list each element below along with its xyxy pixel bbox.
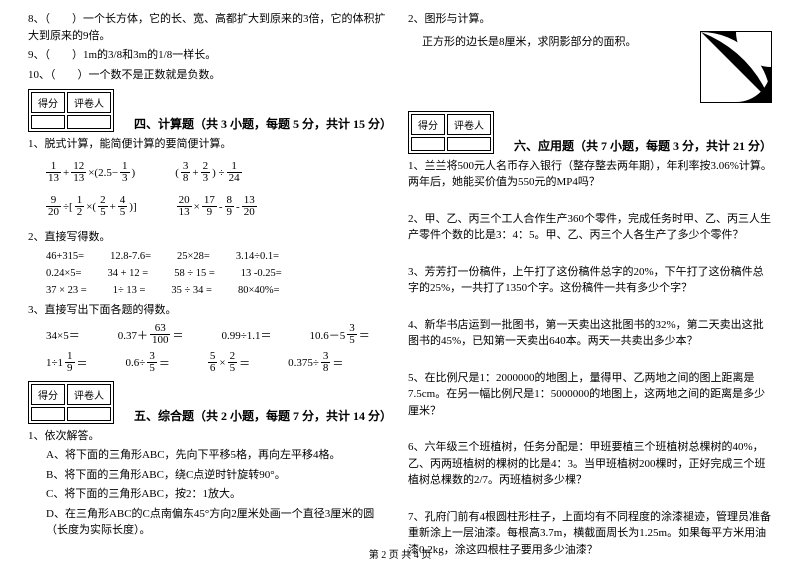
c2-1a: 46+315= xyxy=(46,251,84,262)
section-4-title: 四、计算题（共 3 小题，每题 5 分，共计 15 分） xyxy=(134,115,392,132)
score-label: 得分 xyxy=(411,114,445,135)
section-6-title: 六、应用题（共 7 小题，每题 3 分，共计 21 分） xyxy=(514,137,772,154)
expr-2: (38 + 23) ÷ 124 xyxy=(175,161,241,185)
section-6-header: 得分 评卷人 六、应用题（共 7 小题，每题 3 分，共计 21 分） xyxy=(408,111,772,154)
comp1-a: A、将下面的三角形ABC，先向下平移5格，再向左平移4格。 xyxy=(46,447,392,464)
calc1-title: 1、脱式计算，能简便计算的要简便计算。 xyxy=(28,136,392,153)
c2-3b: 1÷ 13 = xyxy=(113,285,146,296)
app-q5: 5、在比例尺是1：2000000的地图上，量得甲、乙两地之间的图上距离是7.5c… xyxy=(408,370,772,420)
calc2-r1: 46+315= 12.8-7.6= 25×28= 3.14÷0.1= xyxy=(46,251,392,262)
calc2-title: 2、直接写得数。 xyxy=(28,229,392,246)
c3-2: 0.37＋63100＝ xyxy=(118,323,184,347)
c3-5: 1÷119＝ xyxy=(46,351,88,375)
section-5-title: 五、综合题（共 2 小题，每题 7 分，共计 14 分） xyxy=(134,407,392,424)
r-q2-title: 2、图形与计算。 xyxy=(408,11,772,28)
calc2-r3: 37 × 23 = 1÷ 13 = 35 ÷ 34 = 80×40%= xyxy=(46,285,392,296)
section-4-header: 得分 评卷人 四、计算题（共 3 小题，每题 5 分，共计 15 分） xyxy=(28,89,392,132)
comp1-d: D、在三角形ABC的C点南偏东45°方向2厘米处画一个直径3厘米的圆（长度为实际… xyxy=(46,506,392,539)
score-box-5: 得分 评卷人 xyxy=(28,381,114,424)
question-9: 9、（ ）1m的3/8和3m的1/8一样长。 xyxy=(28,47,392,64)
c2-1b: 12.8-7.6= xyxy=(110,251,151,262)
score-label: 得分 xyxy=(31,384,65,405)
c3-4: 10.6－535＝ xyxy=(310,323,370,347)
section-5-header: 得分 评卷人 五、综合题（共 2 小题，每题 7 分，共计 14 分） xyxy=(28,381,392,424)
c2-2c: 58 ÷ 15 = xyxy=(174,268,215,279)
grader-label: 评卷人 xyxy=(447,114,491,135)
c3-6: 0.6÷35＝ xyxy=(126,351,170,375)
figure-block: 正方形的边长是8厘米，求阴影部分的面积。 xyxy=(422,31,772,103)
calc3-r1: 34×5＝ 0.37＋63100＝ 0.99÷1.1＝ 10.6－535＝ xyxy=(46,323,392,347)
calc2-r2: 0.24×5= 34 + 12 = 58 ÷ 15 = 13 -0.25= xyxy=(46,268,392,279)
c2-3a: 37 × 23 = xyxy=(46,285,87,296)
comp1-c: C、将下面的三角形ABC，按2：1放大。 xyxy=(46,486,392,503)
app-q2: 2、甲、乙、丙三个工人合作生产360个零件，完成任务时甲、乙、丙三人生产零件个数… xyxy=(408,211,772,244)
c3-7: 56×25＝ xyxy=(208,351,250,375)
shaded-figure xyxy=(700,31,772,103)
right-column: 2、图形与计算。 正方形的边长是8厘米，求阴影部分的面积。 得分 评卷人 六、应… xyxy=(400,8,780,545)
score-label: 得分 xyxy=(31,92,65,113)
app-q4: 4、新华书店运到一批图书，第一天卖出这批图书的32%，第二天卖出这批图书的45%… xyxy=(408,317,772,350)
comp1-title: 1、依次解答。 xyxy=(28,428,392,445)
grader-label: 评卷人 xyxy=(67,92,111,113)
expr-4: 2013×179-89-1320 xyxy=(177,195,257,219)
expr-1: 113+1213×(2.5−13) xyxy=(46,161,135,185)
c3-8: 0.375÷38＝ xyxy=(288,351,343,375)
score-box: 得分 评卷人 xyxy=(28,89,114,132)
app-q6: 6、六年级三个班植树，任务分配是：甲班要植三个班植树总棵树的40%，乙、丙两班植… xyxy=(408,439,772,489)
c2-2b: 34 + 12 = xyxy=(107,268,148,279)
left-column: 8、（ ）一个长方体，它的长、宽、高都扩大到原来的3倍，它的体积扩大到原来的9倍… xyxy=(20,8,400,545)
app-q3: 3、芳芳打一份稿件，上午打了这份稿件总字的20%，下午打了这份稿件总字的25%，… xyxy=(408,264,772,297)
c3-3: 0.99÷1.1＝ xyxy=(221,323,271,347)
figure-svg xyxy=(701,32,771,102)
calc3-r2: 1÷119＝ 0.6÷35＝ 56×25＝ 0.375÷38＝ xyxy=(46,351,392,375)
grader-label: 评卷人 xyxy=(67,384,111,405)
app-q1: 1、兰兰将500元人名币存入银行（整存整去两年期），年利率按3.06%计算。两年… xyxy=(408,158,772,191)
score-box-6: 得分 评卷人 xyxy=(408,111,494,154)
question-8: 8、（ ）一个长方体，它的长、宽、高都扩大到原来的3倍，它的体积扩大到原来的9倍… xyxy=(28,11,392,44)
calc1-row2: 920÷[12×(25+45)] 2013×179-89-1320 xyxy=(46,195,392,219)
expr-3: 920÷[12×(25+45)] xyxy=(46,195,137,219)
page-footer: 第 2 页 共 4 页 xyxy=(0,546,800,561)
calc1-row1: 113+1213×(2.5−13) (38 + 23) ÷ 124 xyxy=(46,161,392,185)
r-q2-text: 正方形的边长是8厘米，求阴影部分的面积。 xyxy=(422,34,690,100)
c2-2d: 13 -0.25= xyxy=(241,268,282,279)
c2-1c: 25×28= xyxy=(177,251,210,262)
c2-2a: 0.24×5= xyxy=(46,268,81,279)
c2-1d: 3.14÷0.1= xyxy=(236,251,279,262)
question-10: 10、（ ）一个数不是正数就是负数。 xyxy=(28,67,392,84)
c3-1: 34×5＝ xyxy=(46,323,80,347)
c2-3d: 80×40%= xyxy=(238,285,280,296)
c2-3c: 35 ÷ 34 = xyxy=(171,285,212,296)
calc3-title: 3、直接写出下面各题的得数。 xyxy=(28,302,392,319)
comp1-b: B、将下面的三角形ABC，绕C点逆时针旋转90°。 xyxy=(46,467,392,484)
